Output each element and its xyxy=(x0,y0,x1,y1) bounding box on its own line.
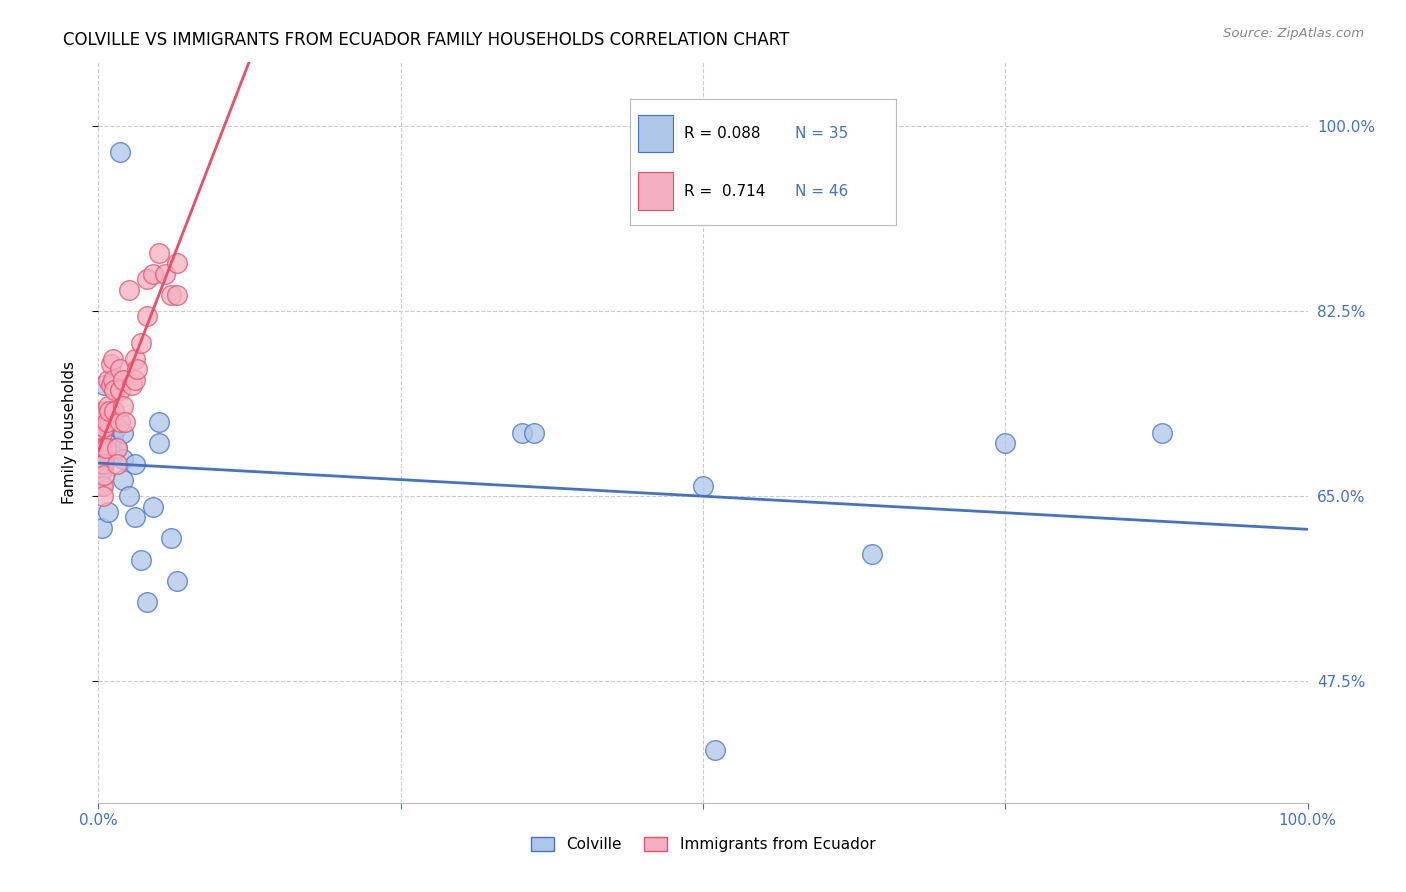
Point xyxy=(93,409,115,424)
Point xyxy=(135,310,157,324)
Point xyxy=(160,532,183,546)
Point xyxy=(90,458,112,472)
Point xyxy=(90,442,112,456)
Point xyxy=(91,436,114,450)
Point xyxy=(94,442,117,456)
Point xyxy=(97,399,120,413)
Point xyxy=(96,415,118,429)
Point xyxy=(994,436,1017,450)
Point xyxy=(105,442,128,456)
Point xyxy=(101,373,124,387)
Point xyxy=(108,384,131,398)
Point xyxy=(124,373,146,387)
Point xyxy=(108,415,131,429)
Point xyxy=(124,351,146,366)
Point xyxy=(97,373,120,387)
Point xyxy=(108,362,131,376)
Point xyxy=(100,357,122,371)
Point xyxy=(148,245,170,260)
Point xyxy=(91,478,114,492)
Point xyxy=(91,425,114,440)
Point xyxy=(93,442,115,456)
Point xyxy=(111,473,134,487)
Point xyxy=(523,425,546,440)
Point xyxy=(692,478,714,492)
Y-axis label: Family Households: Family Households xyxy=(62,361,77,504)
Point xyxy=(93,467,115,482)
Legend: Colville, Immigrants from Ecuador: Colville, Immigrants from Ecuador xyxy=(524,830,882,858)
Point xyxy=(118,489,141,503)
Point xyxy=(160,288,183,302)
Point xyxy=(98,404,121,418)
Point xyxy=(148,415,170,429)
Point xyxy=(91,489,114,503)
Point xyxy=(148,436,170,450)
Text: COLVILLE VS IMMIGRANTS FROM ECUADOR FAMILY HOUSEHOLDS CORRELATION CHART: COLVILLE VS IMMIGRANTS FROM ECUADOR FAMI… xyxy=(63,31,790,49)
Point xyxy=(103,384,125,398)
Point xyxy=(129,335,152,350)
Point xyxy=(111,452,134,467)
Point xyxy=(111,373,134,387)
Point xyxy=(93,378,115,392)
Point xyxy=(105,442,128,456)
Point xyxy=(166,574,188,588)
Point xyxy=(91,420,114,434)
Point xyxy=(135,272,157,286)
Point xyxy=(103,404,125,418)
Point xyxy=(127,362,149,376)
Point xyxy=(111,425,134,440)
Point xyxy=(124,458,146,472)
Point xyxy=(93,404,115,418)
Point xyxy=(91,458,114,472)
Point xyxy=(100,378,122,392)
Point xyxy=(91,478,114,492)
Point xyxy=(101,447,124,461)
Point xyxy=(142,267,165,281)
Point xyxy=(93,420,115,434)
Point xyxy=(93,458,115,472)
Point xyxy=(101,351,124,366)
Point xyxy=(91,447,114,461)
Point xyxy=(91,462,114,476)
Point xyxy=(153,267,176,281)
Point xyxy=(1152,425,1174,440)
Point xyxy=(111,399,134,413)
Point xyxy=(101,431,124,445)
Point xyxy=(121,378,143,392)
Point xyxy=(135,595,157,609)
Point xyxy=(704,743,727,757)
Point xyxy=(114,415,136,429)
Point xyxy=(166,288,188,302)
Point xyxy=(108,145,131,160)
Point xyxy=(118,283,141,297)
Point xyxy=(91,415,114,429)
Point xyxy=(105,458,128,472)
Text: Source: ZipAtlas.com: Source: ZipAtlas.com xyxy=(1223,27,1364,40)
Point xyxy=(97,505,120,519)
Point xyxy=(91,442,114,456)
Point xyxy=(860,547,883,561)
Point xyxy=(129,552,152,566)
Point xyxy=(142,500,165,514)
Point xyxy=(124,510,146,524)
Point xyxy=(105,420,128,434)
Point xyxy=(510,425,533,440)
Point xyxy=(91,521,114,535)
Point xyxy=(93,431,115,445)
Point xyxy=(166,256,188,270)
